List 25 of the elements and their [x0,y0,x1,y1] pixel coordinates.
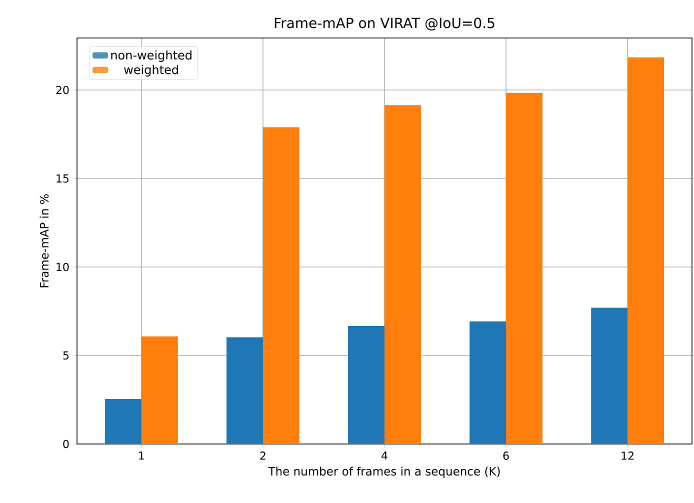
bar [628,57,664,444]
y-axis-title: Frame-mAP in % [40,194,49,288]
bar [104,399,142,444]
y-tick-label: 20 [56,86,69,94]
x-tick-label: 12 [622,452,634,460]
bar [384,105,421,444]
y-tick-label: 15 [56,174,69,183]
bar [506,92,542,444]
y-tick-label: 0 [63,440,69,448]
chart-title: Frame-mAP on VIRAT @IoU=0.5 [274,18,494,30]
legend-label: weighted [124,64,178,77]
y-tick-label: 5 [63,351,69,360]
x-tick-label: 4 [382,452,388,460]
bar [262,127,300,444]
x-tick-label: 2 [260,452,266,460]
legend-label: non-weighted [111,50,192,62]
bar [591,308,628,444]
x-tick-label: 6 [503,452,509,460]
x-tick-label: 1 [139,452,144,460]
x-axis-title: The number of frames in a sequence (K) [268,466,500,478]
y-tick-label: 10 [56,262,69,272]
bar [141,336,178,444]
bar [470,321,506,444]
bar [348,326,384,444]
bar [226,337,263,444]
